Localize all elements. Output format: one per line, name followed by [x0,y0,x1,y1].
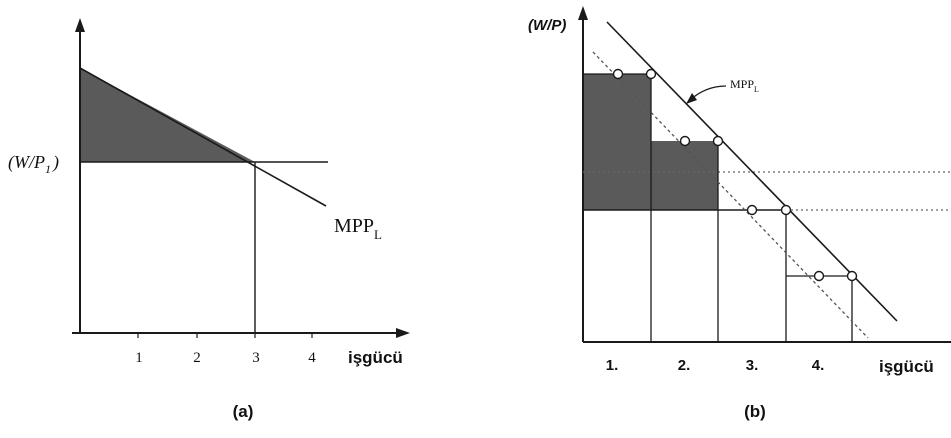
panel-a-tick-label: 2 [193,350,201,366]
panel-b-tick-label: 3. [746,357,759,374]
panel-a-tick-label: 3 [252,350,260,366]
panel-a-tick-label: 1 [135,350,143,366]
panel-a-mpp-label: MPPL [334,215,382,242]
panel-a-caption: (a) [233,402,254,421]
panel-b-y-axis-arrow [578,6,588,20]
panel-b-x-axis-label: işgücü [879,357,934,376]
panel-b-shaded-bar-2 [651,141,718,210]
panel-b-shaded-bar-1 [583,74,651,210]
panel-a-y-axis-label: (W/P1) [8,152,59,176]
panel-b-markers [612,68,858,282]
panel-b-caption: (b) [744,402,766,421]
panel-a-tick-label: 4 [308,350,316,366]
panel-b-tick-label: 2. [678,357,691,374]
panel-a-y-axis-arrow [75,18,85,32]
panel-b-tick-label: 4. [812,357,825,374]
panel-a-shaded-area [80,68,255,162]
panel-a-mpp-curve [79,67,327,207]
panel-b-y-axis-label: (W/P) [528,17,566,34]
panel-b-mpp-dotted [592,51,869,339]
panel-a-x-axis-arrow [396,328,410,338]
panel-a: 1 2 3 4 (W/P1) işgücü MPPL (a) [8,18,410,421]
panel-b-dividers [650,74,853,342]
panel-b: MPPL (W/P) 1. 2. 3. 4. işgücü (b) [528,6,951,421]
panel-b-mpp-label: MPPL [730,77,759,94]
panel-b-mpp-leader-arrow [686,93,697,104]
panel-a-x-axis-label: işgücü [348,348,403,367]
panel-a-ticks [137,333,313,338]
panel-b-tick-label: 1. [606,357,619,374]
